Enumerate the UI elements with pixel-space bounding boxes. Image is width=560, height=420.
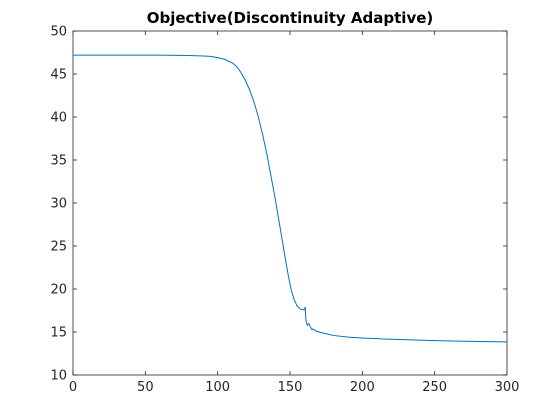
x-tick-label: 50 bbox=[137, 380, 154, 395]
series-line-0 bbox=[73, 54, 508, 343]
x-tick-label: 0 bbox=[69, 380, 77, 395]
y-tick-label: 20 bbox=[50, 283, 67, 298]
y-tick-label: 50 bbox=[50, 25, 67, 40]
y-tick-label: 35 bbox=[50, 154, 67, 169]
y-axis-ticks: 10 15 20 25 30 35 40 45 50 bbox=[50, 25, 507, 384]
x-tick-label: 300 bbox=[495, 380, 520, 395]
y-tick-label: 30 bbox=[50, 197, 67, 212]
y-tick-label: 15 bbox=[50, 326, 67, 341]
chart-title: Objective(Discontinuity Adaptive) bbox=[147, 9, 434, 27]
plot-area bbox=[73, 31, 507, 375]
x-tick-label: 150 bbox=[278, 380, 303, 395]
x-tick-label: 200 bbox=[350, 380, 375, 395]
y-tick-label: 40 bbox=[50, 111, 67, 126]
series-group bbox=[73, 54, 508, 343]
x-tick-label: 250 bbox=[422, 380, 447, 395]
x-tick-label: 100 bbox=[205, 380, 230, 395]
y-tick-label: 45 bbox=[50, 68, 67, 83]
y-tick-label: 25 bbox=[50, 240, 67, 255]
x-axis-ticks: 0 50 100 150 200 250 300 bbox=[69, 31, 520, 395]
y-tick-label: 10 bbox=[50, 369, 67, 384]
